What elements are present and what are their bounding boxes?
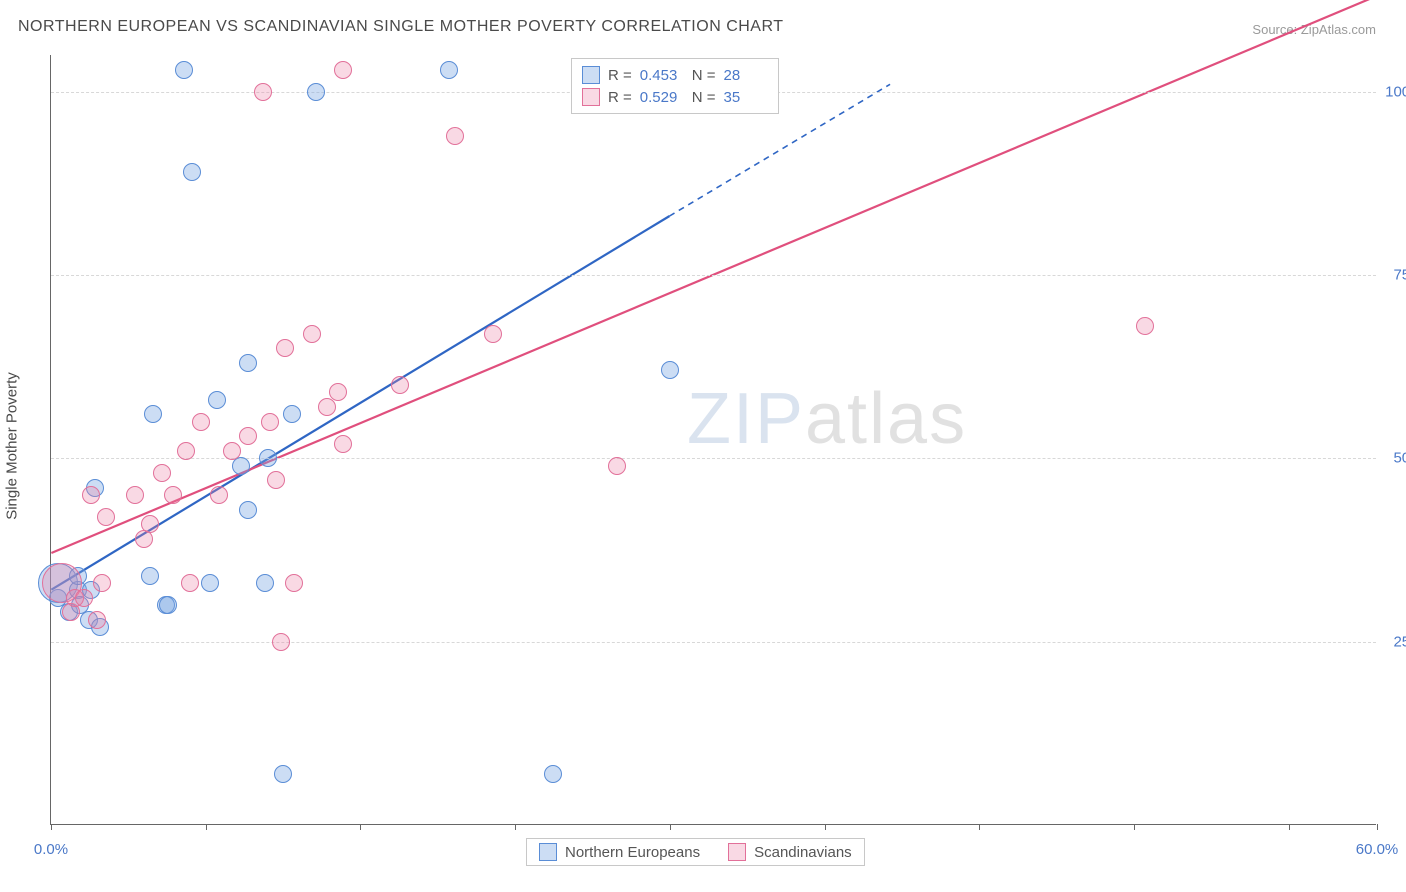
stats-box: R = 0.453 N = 28 R = 0.529 N = 35 (571, 58, 779, 114)
legend-label: Scandinavians (754, 844, 852, 861)
data-point[interactable] (259, 449, 277, 467)
r-label: R = (608, 89, 632, 106)
data-point[interactable] (484, 325, 502, 343)
data-point[interactable] (181, 574, 199, 592)
plot-area: ZIPatlas 25.0%50.0%75.0%100.0%0.0%60.0%R… (50, 55, 1376, 825)
source-attribution: Source: ZipAtlas.com (1252, 22, 1376, 37)
x-tick-label: 60.0% (1356, 841, 1399, 858)
data-point[interactable] (239, 354, 257, 372)
x-tick (515, 824, 516, 830)
y-tick-label: 25.0% (1381, 633, 1406, 650)
data-point[interactable] (283, 405, 301, 423)
x-tick (51, 824, 52, 830)
y-tick-label: 100.0% (1381, 83, 1406, 100)
data-point[interactable] (164, 486, 182, 504)
chart-title: NORTHERN EUROPEAN VS SCANDINAVIAN SINGLE… (18, 18, 784, 36)
legend: Northern Europeans Scandinavians (526, 838, 865, 866)
watermark: ZIPatlas (687, 378, 967, 460)
x-tick (1377, 824, 1378, 830)
data-point[interactable] (272, 633, 290, 651)
data-point[interactable] (239, 501, 257, 519)
data-point[interactable] (201, 574, 219, 592)
data-point[interactable] (276, 339, 294, 357)
data-point[interactable] (126, 486, 144, 504)
x-tick-label: 0.0% (34, 841, 68, 858)
n-label: N = (692, 89, 716, 106)
legend-swatch (582, 66, 600, 84)
x-tick (1134, 824, 1135, 830)
data-point[interactable] (183, 163, 201, 181)
data-point[interactable] (318, 398, 336, 416)
x-tick (206, 824, 207, 830)
r-label: R = (608, 67, 632, 84)
data-point[interactable] (661, 361, 679, 379)
data-point[interactable] (144, 405, 162, 423)
data-point[interactable] (159, 596, 177, 614)
data-point[interactable] (175, 61, 193, 79)
data-point[interactable] (329, 383, 347, 401)
legend-swatch (539, 843, 557, 861)
data-point[interactable] (440, 61, 458, 79)
data-point[interactable] (141, 515, 159, 533)
x-tick (825, 824, 826, 830)
watermark-bold: ZIP (687, 379, 805, 459)
gridline (51, 642, 1376, 643)
data-point[interactable] (307, 83, 325, 101)
legend-item[interactable]: Scandinavians (728, 843, 852, 861)
data-point[interactable] (446, 127, 464, 145)
r-value: 0.453 (640, 67, 684, 84)
data-point[interactable] (97, 508, 115, 526)
stats-row: R = 0.529 N = 35 (582, 86, 768, 108)
watermark-thin: atlas (805, 379, 967, 459)
data-point[interactable] (192, 413, 210, 431)
data-point[interactable] (88, 611, 106, 629)
x-tick (1289, 824, 1290, 830)
x-tick (360, 824, 361, 830)
data-point[interactable] (274, 765, 292, 783)
n-label: N = (692, 67, 716, 84)
source-link[interactable]: ZipAtlas.com (1301, 22, 1376, 37)
gridline (51, 275, 1376, 276)
data-point[interactable] (608, 457, 626, 475)
data-point[interactable] (334, 435, 352, 453)
data-point[interactable] (1136, 317, 1154, 335)
source-label: Source: (1252, 22, 1297, 37)
data-point[interactable] (267, 471, 285, 489)
data-point[interactable] (177, 442, 195, 460)
data-point[interactable] (82, 486, 100, 504)
data-point[interactable] (391, 376, 409, 394)
gridline (51, 458, 1376, 459)
data-point[interactable] (208, 391, 226, 409)
data-point[interactable] (285, 574, 303, 592)
legend-swatch (582, 88, 600, 106)
x-tick (979, 824, 980, 830)
data-point[interactable] (256, 574, 274, 592)
data-point[interactable] (75, 589, 93, 607)
data-point[interactable] (544, 765, 562, 783)
data-point[interactable] (93, 574, 111, 592)
legend-item[interactable]: Northern Europeans (539, 843, 700, 861)
r-value: 0.529 (640, 89, 684, 106)
data-point[interactable] (141, 567, 159, 585)
data-point[interactable] (223, 442, 241, 460)
legend-swatch (728, 843, 746, 861)
data-point[interactable] (254, 83, 272, 101)
data-point[interactable] (334, 61, 352, 79)
n-value: 35 (724, 89, 768, 106)
n-value: 28 (724, 67, 768, 84)
stats-row: R = 0.453 N = 28 (582, 64, 768, 86)
data-point[interactable] (210, 486, 228, 504)
data-point[interactable] (303, 325, 321, 343)
data-point[interactable] (153, 464, 171, 482)
legend-label: Northern Europeans (565, 844, 700, 861)
data-point[interactable] (239, 427, 257, 445)
y-tick-label: 50.0% (1381, 450, 1406, 467)
y-tick-label: 75.0% (1381, 267, 1406, 284)
x-tick (670, 824, 671, 830)
data-point[interactable] (261, 413, 279, 431)
y-axis-label: Single Mother Poverty (4, 372, 21, 520)
